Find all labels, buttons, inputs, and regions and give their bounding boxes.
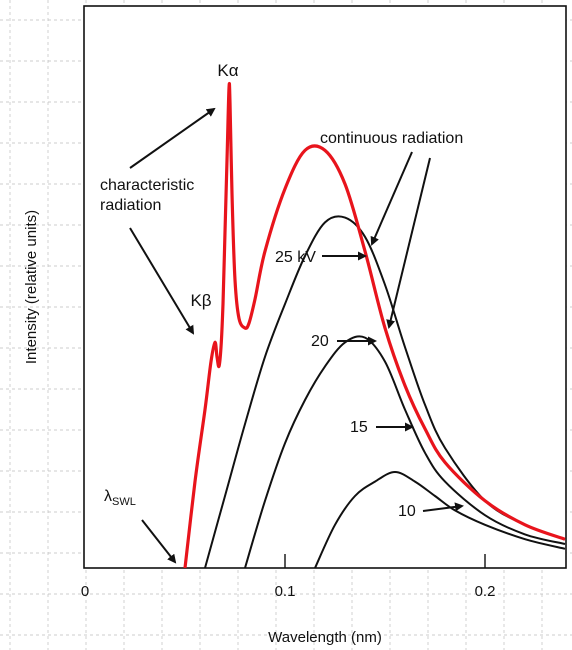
k-beta-label: Kβ — [190, 291, 211, 310]
arrow-10kv — [422, 502, 464, 512]
x-axis-label: Wavelength (nm) — [268, 629, 382, 646]
kv-20-label: 20 — [311, 333, 329, 350]
x-tick-label: 0.1 — [275, 583, 296, 600]
series-line-20 — [204, 215, 566, 569]
arrow-to-k-alpha — [129, 107, 216, 169]
k-alpha-label: Kα — [217, 61, 238, 80]
arrow-continuous-25kv — [370, 151, 413, 246]
arrow-lambda-swl — [141, 519, 177, 564]
plot-frame — [83, 5, 567, 569]
y-axis-label: Intensity (relative units) — [23, 210, 40, 364]
characteristic-label-line2: radiation — [100, 197, 161, 214]
characteristic-label-line1: characteristic — [100, 177, 194, 194]
series-line-25kv — [183, 82, 566, 569]
lambda-swl-label: λSWL — [104, 488, 136, 508]
continuous-radiation-label: continuous radiation — [320, 130, 463, 147]
series-line-10 — [314, 471, 566, 569]
kv-25-label: 25 kV — [275, 249, 316, 266]
kv-10-label: 10 — [398, 503, 416, 520]
arrow-to-k-beta — [129, 227, 195, 335]
x-tick-label: 0 — [81, 583, 89, 600]
kv-15-label: 15 — [350, 419, 368, 436]
annotation-arrows — [129, 107, 464, 564]
x-axis-ticks: 0 0.1 0.2 — [81, 554, 496, 600]
arrow-continuous-20kv — [386, 157, 431, 329]
x-tick-label: 0.2 — [475, 583, 496, 600]
